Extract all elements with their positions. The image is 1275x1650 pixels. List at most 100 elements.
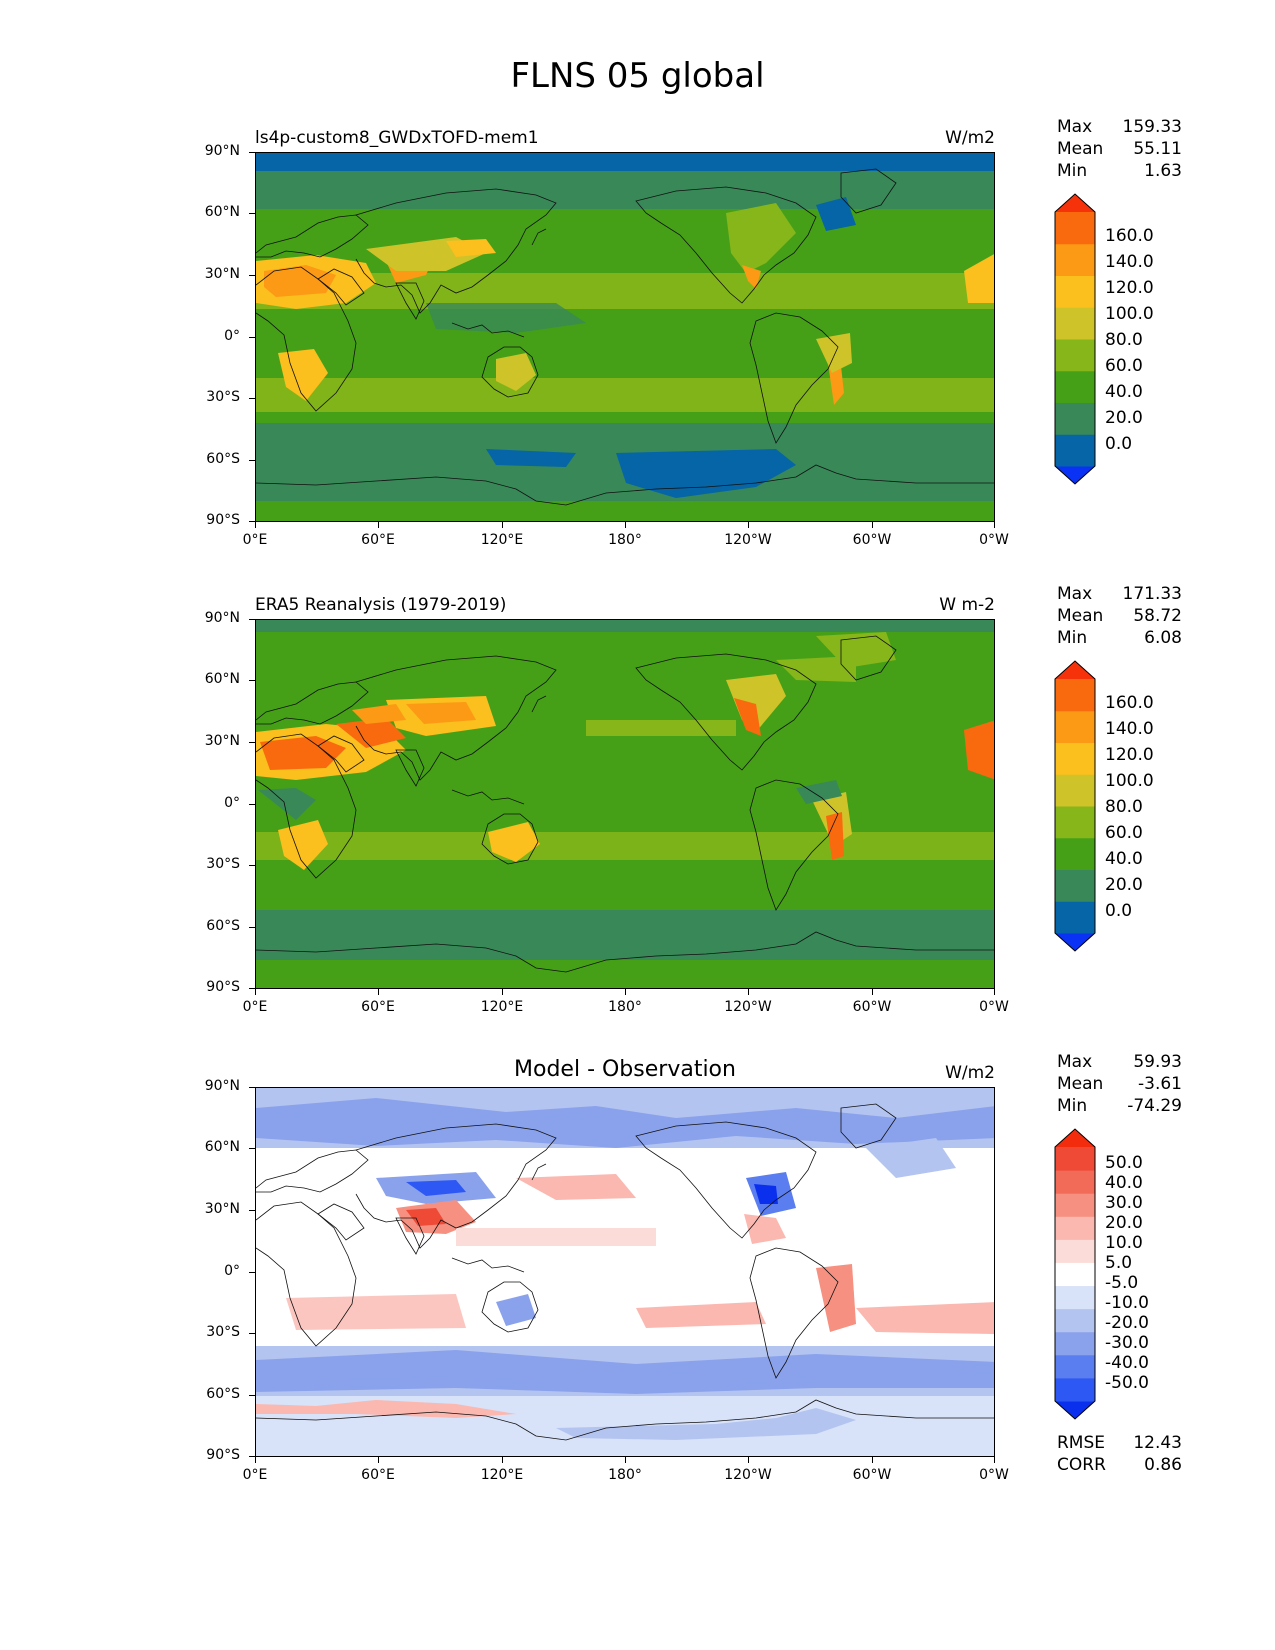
model-map [255,152,995,522]
colorbar-label: 100.0 [1105,771,1154,791]
colorbar-swatch [1055,1147,1095,1171]
colorbar-swatch [1055,1308,1095,1333]
stat-value: 55.11 [1133,139,1182,159]
stat-value: 1.63 [1144,161,1182,181]
x-tick-label: 0°W [979,532,1009,548]
colorbar-label: 5.0 [1105,1253,1133,1273]
y-tick-label: 0° [224,795,240,811]
y-tick-label: 30°S [206,1324,240,1340]
colorbar-label: 0.0 [1105,901,1133,921]
colorbar-label: 120.0 [1105,278,1154,298]
stat-value: -74.29 [1127,1096,1182,1116]
y-tick-label: 30°N [204,1201,240,1217]
colorbar-swatches [1054,660,1096,952]
model-panel: ls4p-custom8_GWDxTOFD-mem1 W/m2 [0,117,1275,592]
y-tick-label: 90°S [206,1447,240,1463]
y-tick-label: 30°S [206,856,240,872]
stat-label: Mean [1057,1074,1104,1094]
colorbar-label: 20.0 [1105,1213,1143,1233]
stat-label: Max [1057,584,1093,604]
x-tick-label: 0°W [979,999,1009,1015]
stats-box: Max 59.93 Mean -3.61 Min -74.29 [1057,1051,1182,1117]
x-tick-label: 0°E [242,532,268,548]
panel-units: W/m2 [945,1063,995,1083]
stat-label: Min [1057,628,1088,648]
y-tick-label: 90°N [204,610,240,626]
colorbar-swatch [1055,869,1095,902]
x-tick-label: 60°W [852,1467,892,1483]
y-tick-label: 90°S [206,979,240,995]
stat-value: 6.08 [1144,628,1182,648]
colorbar-extend-high [1055,1129,1095,1147]
x-tick-label: 180° [608,532,642,548]
colorbar-label: -30.0 [1105,1333,1149,1353]
colorbar-swatch [1055,307,1095,340]
stat-label: Min [1057,1096,1088,1116]
colorbar-swatch [1055,1285,1095,1310]
colorbar-swatch [1055,434,1095,467]
x-tick-label: 180° [608,999,642,1015]
colorbar-swatch [1055,774,1095,807]
y-tick-label: 0° [224,328,240,344]
colorbar-label: -5.0 [1105,1273,1139,1293]
stat-label: Max [1057,117,1093,137]
colorbar-swatch [1055,1216,1095,1240]
panel-title: ERA5 Reanalysis (1979-2019) [255,595,507,615]
colorbar-extend-high [1055,194,1095,212]
y-tick-label: 60°S [206,918,240,934]
x-tick-label: 180° [608,1467,642,1483]
colorbar-swatch [1055,1354,1095,1379]
y-tick-label: 30°N [204,266,240,282]
colorbar-label: -40.0 [1105,1353,1149,1373]
stat-value: -3.61 [1138,1074,1182,1094]
colorbar-swatch [1055,837,1095,870]
colorbar-label: 0.0 [1105,434,1133,454]
y-tick-label: 90°S [206,512,240,528]
colorbar-label: 40.0 [1105,1173,1143,1193]
x-tick-label: 60°E [361,532,395,548]
colorbar-label: 160.0 [1105,226,1154,246]
x-tick-label: 60°E [361,1467,395,1483]
colorbar-swatch [1055,901,1095,934]
colorbar-swatch [1055,1193,1095,1217]
colorbar-swatch [1055,1239,1095,1263]
colorbar-swatch [1055,742,1095,775]
observation-map [255,619,995,989]
colorbar-label: 140.0 [1105,252,1154,272]
colorbar-label: 20.0 [1105,875,1143,895]
x-tick-label: 60°E [361,999,395,1015]
observation-panel: ERA5 Reanalysis (1979-2019) W m-2 [0,584,1275,1059]
x-tick-label: 60°W [852,999,892,1015]
colorbar-swatch [1055,402,1095,435]
y-tick-label: 60°S [206,451,240,467]
x-tick-label: 120°E [480,532,524,548]
y-tick-label: 90°N [204,143,240,159]
y-tick-label: 30°S [206,389,240,405]
colorbar-swatch [1055,1377,1095,1402]
figure-title: FLNS 05 global [510,56,765,96]
stat-value: 0.86 [1144,1455,1182,1475]
colorbar-extend-high [1055,661,1095,679]
colorbar-label: 140.0 [1105,719,1154,739]
y-tick-label: 60°N [204,1139,240,1155]
colorbar-label: -10.0 [1105,1293,1149,1313]
y-tick-label: 90°N [204,1078,240,1094]
colorbar-label: 40.0 [1105,849,1143,869]
colorbar-label: -20.0 [1105,1313,1149,1333]
panel-units: W/m2 [945,128,995,148]
panel-title: Model - Observation [514,1057,736,1082]
difference-map [255,1087,995,1457]
x-tick-label: 120°W [724,1467,772,1483]
stat-value: 12.43 [1133,1433,1182,1453]
stat-value: 159.33 [1122,117,1182,137]
y-tick-label: 30°N [204,733,240,749]
stats-box: Max 159.33 Mean 55.11 Min 1.63 [1057,116,1182,182]
stat-value: 58.72 [1133,606,1182,626]
stat-label: Mean [1057,606,1104,626]
difference-panel: Model - Observation W/m2 [0,1052,1275,1527]
colorbar-swatches [1054,193,1096,485]
colorbar-swatch [1055,275,1095,308]
colorbar-extend-low [1055,1401,1095,1419]
x-tick-label: 120°W [724,532,772,548]
y-tick-label: 60°N [204,671,240,687]
